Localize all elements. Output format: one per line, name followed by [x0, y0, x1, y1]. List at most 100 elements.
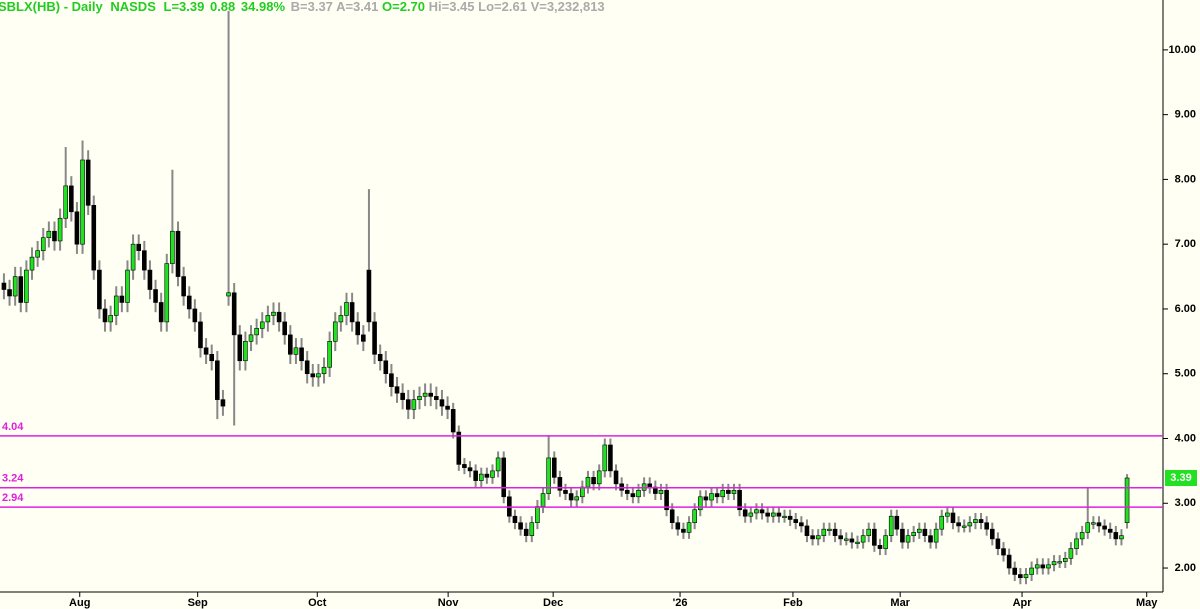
candle-body [866, 528, 872, 536]
candle-body [748, 512, 754, 517]
candle-body [518, 522, 523, 530]
y-tick-label: 7.00 [1175, 238, 1196, 250]
y-tick-label: 9.00 [1175, 109, 1196, 121]
candle-body [12, 276, 18, 297]
candle-body [417, 396, 422, 400]
x-tick-label: Oct [308, 597, 327, 609]
candle-body [1102, 525, 1107, 530]
candle-body [613, 470, 619, 485]
level-label: 2.94 [2, 492, 24, 504]
candle-body [580, 486, 585, 498]
candle-body [523, 528, 529, 536]
candle-body [961, 525, 967, 528]
candle-body [450, 409, 456, 433]
candle-body [248, 334, 254, 342]
candle-body [720, 490, 726, 498]
candle-body [198, 321, 203, 349]
candle-body [226, 292, 231, 297]
candle-body [91, 205, 97, 271]
candle-body [973, 519, 978, 523]
x-tick-label: Mar [890, 597, 910, 609]
candle-body [310, 373, 316, 378]
candle-body [85, 159, 91, 206]
candle-body [1074, 538, 1079, 549]
candle-body [1, 282, 7, 290]
candle-body [765, 512, 770, 517]
candle-body [911, 532, 916, 536]
ask: A=3.41 [336, 0, 378, 14]
candle-body [1057, 561, 1062, 564]
candle-body [1018, 574, 1023, 579]
x-tick-label: Aug [69, 597, 90, 609]
candle-body [349, 302, 355, 323]
candle-body [215, 360, 220, 400]
candle-body [551, 457, 557, 478]
candle-body [108, 315, 113, 323]
candle-body [192, 308, 198, 323]
candle-body [916, 528, 922, 533]
candle-body [422, 392, 428, 397]
candle-body [821, 528, 827, 536]
candle-body [130, 243, 136, 271]
candle-body [344, 302, 349, 316]
candle-body [1006, 554, 1012, 569]
candle-body [400, 392, 405, 400]
candle-body [1119, 535, 1124, 540]
candle-body [467, 467, 473, 472]
x-tick-label: May [1136, 597, 1158, 609]
x-tick-label: Sep [188, 597, 208, 609]
candle-body [686, 522, 692, 533]
y-tick-label: 6.00 [1175, 303, 1196, 315]
candle-body [664, 490, 669, 511]
candle-body [473, 470, 478, 481]
candle-body [647, 483, 653, 488]
symbol: SBLX(HB) - Daily [0, 0, 104, 14]
candle-body [153, 289, 158, 303]
candle-body [332, 321, 338, 342]
candle-body [231, 292, 237, 336]
candle-body [428, 392, 434, 397]
candle-body [770, 512, 776, 517]
candle-body [276, 311, 282, 323]
candle-body [782, 515, 787, 519]
candle-body [900, 528, 905, 543]
candle-body [540, 493, 546, 507]
candle-body [1012, 567, 1018, 575]
candle-body [1107, 528, 1113, 533]
candle-body [52, 230, 57, 242]
y-tick-label: 3.00 [1175, 497, 1196, 509]
candle-body [164, 263, 170, 323]
candle-body [377, 353, 383, 362]
candle-body [125, 269, 130, 303]
candle-body [63, 185, 69, 219]
candle-body [293, 347, 299, 355]
candle-body [872, 528, 877, 546]
candle-body [181, 276, 186, 297]
candle-body [855, 541, 860, 544]
candle-body [186, 295, 192, 310]
candle-body [1113, 532, 1119, 540]
candle-body [939, 515, 945, 530]
candle-body [754, 509, 759, 514]
candle-body [259, 321, 265, 329]
candle-body [372, 321, 377, 355]
candle-body [978, 519, 984, 523]
candle-body [299, 347, 304, 362]
y-tick-label: 2.00 [1175, 562, 1196, 574]
x-tick-label: '26 [673, 597, 688, 609]
candle-body [894, 515, 900, 530]
candle-body [832, 528, 838, 536]
candle-body [316, 373, 321, 378]
change-pct: 34.98% [241, 0, 286, 14]
low: Lo=2.61 [478, 0, 527, 14]
candle-body [995, 538, 1001, 549]
candle-body [838, 535, 843, 540]
candle-body [1068, 548, 1074, 559]
candle-body [922, 528, 928, 536]
change: 0.88 [210, 0, 235, 14]
candle-body [254, 328, 259, 336]
exchange: NASDS [110, 0, 156, 14]
candle-body [546, 457, 551, 494]
candle-body [636, 490, 641, 498]
candle-body [405, 399, 411, 410]
